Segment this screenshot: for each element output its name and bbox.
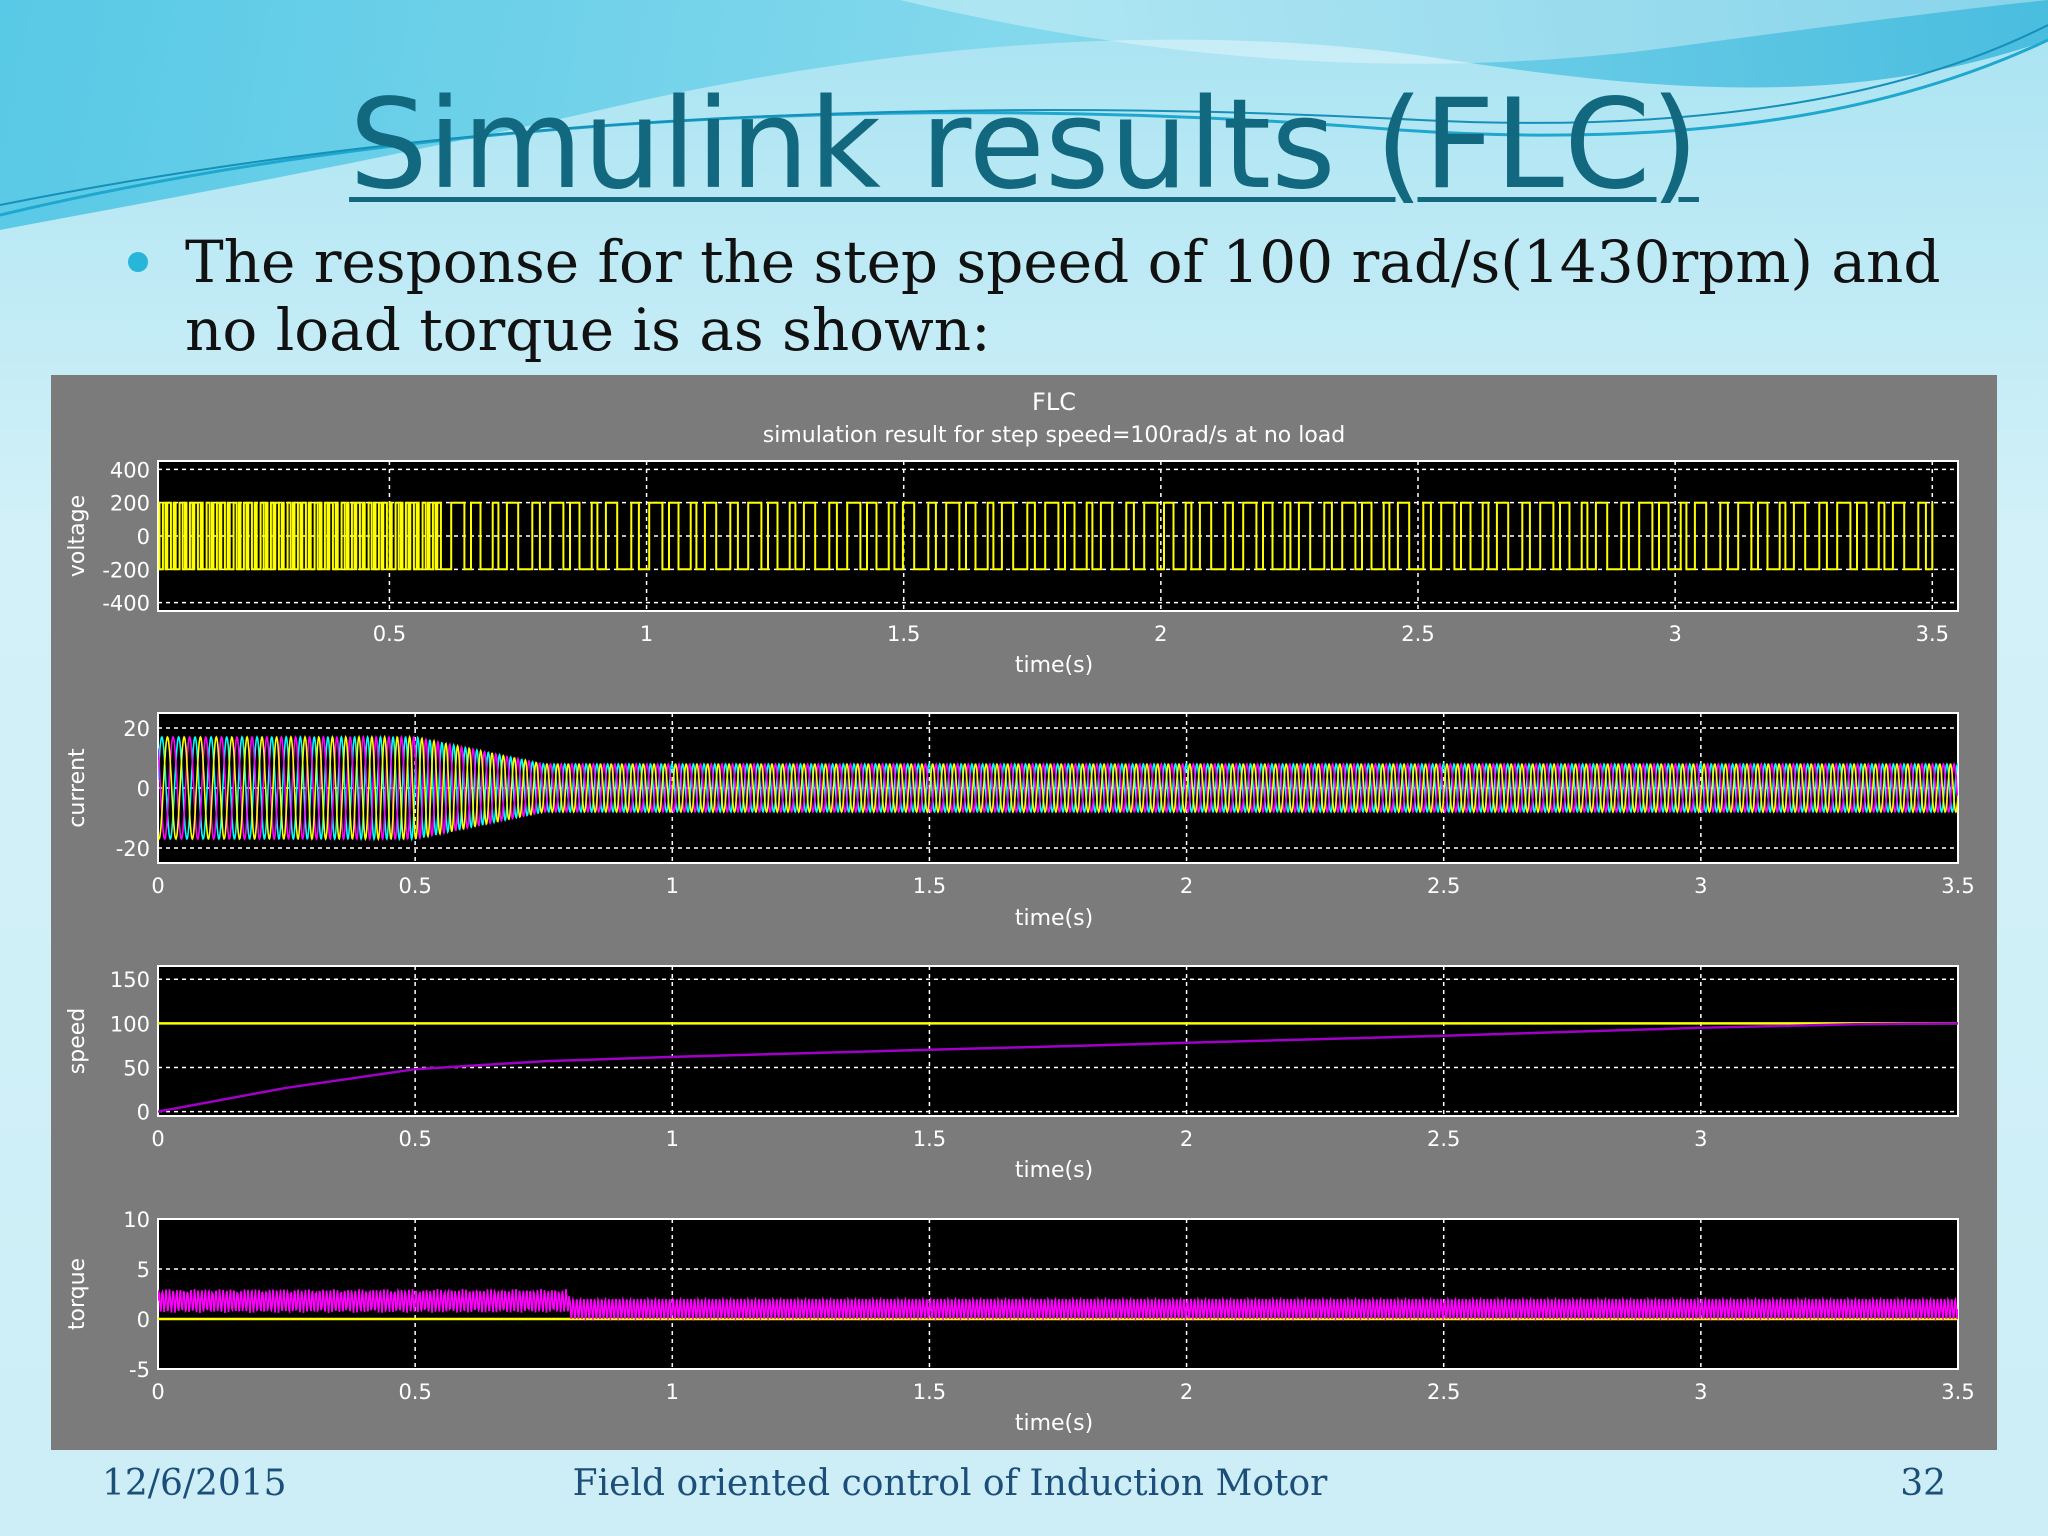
speed-ytick-label: 150	[110, 968, 150, 992]
current-xtick-label: 2.5	[1427, 874, 1460, 898]
current-xlabel: time(s)	[1015, 906, 1093, 931]
current-ytick-label: -20	[116, 837, 150, 861]
speed-xtick-label: 2.5	[1427, 1127, 1460, 1151]
current-ytick-label: 20	[123, 717, 150, 741]
torque-ytick-label: 5	[137, 1258, 150, 1282]
current-xtick-label: 3	[1694, 874, 1707, 898]
voltage-xtick-label: 2.5	[1401, 622, 1434, 646]
torque-xtick-label: 1.5	[913, 1380, 946, 1404]
panel-speed: 0 50 100 150 0 0.5 1 1.5 2 2.5 3 time(s) speed	[65, 965, 1959, 1183]
voltage-xtick-label: 1	[640, 622, 653, 646]
speed-xtick-label: 0.5	[398, 1127, 431, 1151]
speed-data	[158, 1022, 1958, 1113]
speed-xtick-label: 2	[1180, 1127, 1193, 1151]
speed-axes	[157, 965, 1959, 1117]
current-xtick-label: 3.5	[1941, 874, 1974, 898]
voltage-ytick-label: 0	[137, 525, 150, 549]
voltage-ytick-label: -400	[102, 592, 150, 616]
torque-torque-trace	[158, 1287, 1958, 1322]
chart-title: FLC	[1032, 388, 1076, 416]
voltage-xtick-label: 1.5	[887, 622, 920, 646]
torque-xtick-label: 0	[151, 1380, 164, 1404]
current-xtick-label: 2	[1180, 874, 1193, 898]
voltage-ytick-label: -200	[102, 558, 150, 582]
torque-ytick-label: 0	[137, 1308, 150, 1332]
torque-ytick-label: 10	[123, 1208, 150, 1232]
bullet-text: The response for the step speed of 100 r…	[185, 228, 1941, 364]
voltage-ylabel: voltage	[65, 495, 90, 577]
speed-xlabel: time(s)	[1015, 1158, 1093, 1183]
current-xtick-label: 1	[666, 874, 679, 898]
voltage-xtick-label: 3.5	[1916, 622, 1949, 646]
torque-xtick-label: 3.5	[1941, 1380, 1974, 1404]
torque-ylabel: torque	[65, 1258, 90, 1330]
torque-axes	[157, 1218, 1959, 1370]
panel-voltage: -400 -200 0 200 400 0.5 1 1.5 2 2.5 3 3.5 time(s) vol…	[65, 458, 1959, 678]
chart-svg: FLC simulation result for step speed=100r…	[65, 388, 1975, 1436]
speed-xtick-label: 1.5	[913, 1127, 946, 1151]
speed-xtick-label: 1	[666, 1127, 679, 1151]
footer-title: Field oriented control of Induction Moto…	[572, 1463, 1328, 1504]
torque-xtick-label: 0.5	[398, 1380, 431, 1404]
voltage-xtick-label: 3	[1668, 622, 1681, 646]
footer-date: 12/6/2015	[102, 1463, 287, 1504]
current-xtick-label: 0.5	[398, 874, 431, 898]
torque-xlabel: time(s)	[1015, 1411, 1093, 1436]
chart-subtitle: simulation result for step speed=100rad/…	[763, 423, 1346, 448]
voltage-ytick-label: 400	[110, 458, 150, 482]
speed-xtick-label: 3	[1694, 1127, 1707, 1151]
slide-title: Simulink results (FLC)	[349, 73, 1699, 217]
speed-ytick-label: 0	[137, 1101, 150, 1125]
voltage-pwm-trace	[158, 501, 1934, 571]
voltage-xtick-label: 2	[1154, 622, 1167, 646]
current-xtick-label: 1.5	[913, 874, 946, 898]
torque-xtick-label: 1	[666, 1380, 679, 1404]
speed-ytick-label: 50	[123, 1056, 150, 1080]
speed-ylabel: speed	[65, 1008, 90, 1074]
bullet-icon	[128, 252, 148, 272]
current-ylabel: current	[65, 748, 90, 828]
speed-ytick-label: 100	[110, 1012, 150, 1036]
current-ytick-label: 0	[137, 777, 150, 801]
simulation-figure: FLC simulation result for step speed=100r…	[51, 375, 1997, 1450]
current-xtick-label: 0	[151, 874, 164, 898]
torque-ytick-label: -5	[129, 1358, 150, 1382]
voltage-xlabel: time(s)	[1015, 653, 1093, 678]
voltage-ytick-label: 200	[110, 492, 150, 516]
torque-xtick-label: 2.5	[1427, 1380, 1460, 1404]
current-data	[158, 734, 1958, 842]
torque-data	[158, 1287, 1958, 1322]
speed-xtick-label: 0	[151, 1127, 164, 1151]
current-phase-2	[158, 734, 1958, 842]
page-number: 32	[1900, 1463, 1946, 1504]
voltage-xtick-label: 0.5	[373, 622, 406, 646]
voltage-data	[158, 501, 1934, 571]
torque-xtick-label: 3	[1694, 1380, 1707, 1404]
torque-xtick-label: 2	[1180, 1380, 1193, 1404]
speed-series-1	[158, 1022, 1958, 1113]
